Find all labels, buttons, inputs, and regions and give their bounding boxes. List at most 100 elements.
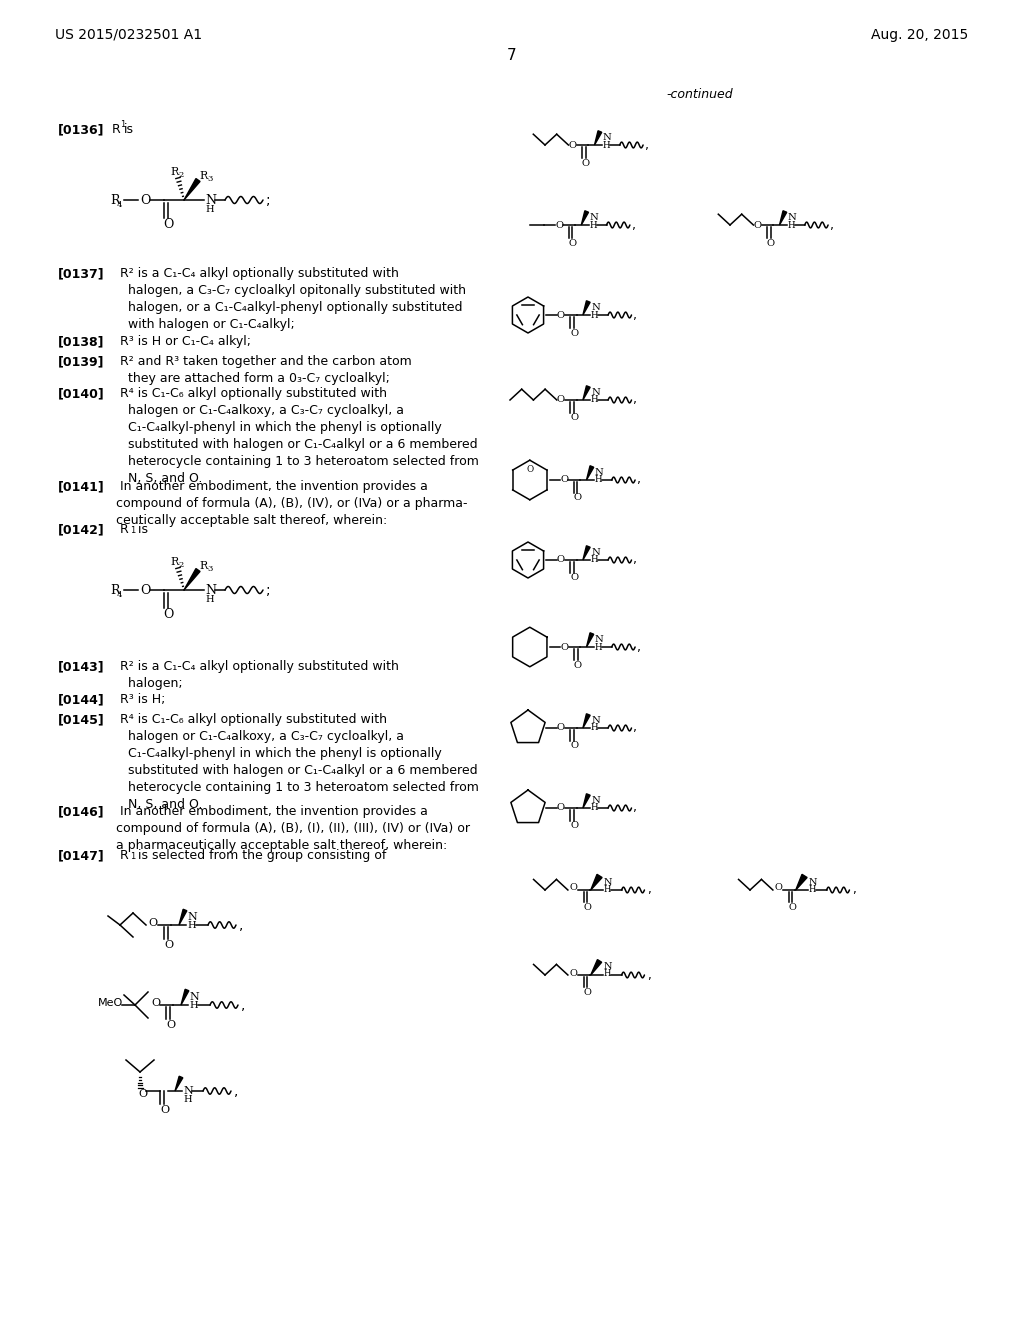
Text: O: O <box>570 329 579 338</box>
Text: R: R <box>170 168 178 177</box>
Text: ,: , <box>633 801 637 814</box>
Text: O: O <box>166 1020 175 1030</box>
Text: is: is <box>124 123 134 136</box>
Text: -continued: -continued <box>667 88 733 102</box>
Text: ,: , <box>647 883 651 896</box>
Text: ;: ; <box>266 583 270 597</box>
Text: H: H <box>205 595 214 605</box>
Text: O: O <box>573 494 582 503</box>
Text: [0143]: [0143] <box>58 660 104 673</box>
Text: R: R <box>199 172 207 181</box>
Text: ,: , <box>633 553 637 566</box>
Text: O: O <box>767 239 775 248</box>
Text: In another embodiment, the invention provides a
 compound of formula (A), (B), (: In another embodiment, the invention pro… <box>112 805 470 851</box>
Text: Aug. 20, 2015: Aug. 20, 2015 <box>870 28 968 42</box>
Text: O: O <box>570 742 579 751</box>
Text: H: H <box>187 920 196 929</box>
Polygon shape <box>583 301 590 315</box>
Text: O: O <box>569 969 578 978</box>
Text: US 2015/0232501 A1: US 2015/0232501 A1 <box>55 28 202 42</box>
Text: O: O <box>555 220 563 230</box>
Text: 1: 1 <box>130 525 135 535</box>
Text: N: N <box>591 388 600 397</box>
Text: N: N <box>602 133 611 143</box>
Text: ,: , <box>647 969 651 982</box>
Text: 3: 3 <box>207 565 212 573</box>
Text: [0136]: [0136] <box>58 123 104 136</box>
Text: R⁴ is C₁-C₆ alkyl optionally substituted with
    halogen or C₁-C₄alkoxy, a C₃-C: R⁴ is C₁-C₆ alkyl optionally substituted… <box>112 387 479 484</box>
Text: In another embodiment, the invention provides a
 compound of formula (A), (B), (: In another embodiment, the invention pro… <box>112 480 468 527</box>
Text: N: N <box>591 304 600 313</box>
Polygon shape <box>587 466 594 480</box>
Text: R: R <box>110 583 120 597</box>
Text: R³ is H or C₁-C₄ alkyl;: R³ is H or C₁-C₄ alkyl; <box>112 335 251 348</box>
Text: MeO: MeO <box>98 998 123 1008</box>
Text: R² and R³ taken together and the carbon atom
    they are attached form a 0₃-C₇ : R² and R³ taken together and the carbon … <box>112 355 412 385</box>
Text: O: O <box>570 821 579 830</box>
Text: ,: , <box>645 139 649 152</box>
Text: ,: , <box>633 393 637 407</box>
Text: ,: , <box>239 917 244 932</box>
Text: O: O <box>788 903 797 912</box>
Text: O: O <box>569 883 578 892</box>
Text: 4: 4 <box>117 591 123 599</box>
Text: O: O <box>148 917 157 928</box>
Text: H: H <box>205 206 214 214</box>
Text: R² is a C₁-C₄ alkyl optionally substituted with
    halogen, a C₃-C₇ cycloalkyl : R² is a C₁-C₄ alkyl optionally substitut… <box>112 267 466 331</box>
Text: [0145]: [0145] <box>58 713 104 726</box>
Text: O: O <box>570 413 579 422</box>
Text: O: O <box>557 396 565 404</box>
Text: ,: , <box>852 883 856 896</box>
Text: ,: , <box>633 722 637 734</box>
Text: O: O <box>774 883 782 892</box>
Text: N: N <box>183 1086 193 1096</box>
Text: R: R <box>112 123 121 136</box>
Text: R³ is H;: R³ is H; <box>112 693 165 706</box>
Text: 4: 4 <box>117 201 123 209</box>
Text: N: N <box>604 879 612 887</box>
Text: N: N <box>187 912 197 921</box>
Text: N: N <box>604 962 612 970</box>
Text: ,: , <box>241 998 246 1012</box>
Text: ,: , <box>637 640 641 653</box>
Text: O: O <box>560 643 568 652</box>
Text: H: H <box>591 804 599 813</box>
Text: N: N <box>189 993 199 1002</box>
Text: O: O <box>557 310 565 319</box>
Text: ;: ; <box>266 193 270 207</box>
Text: H: H <box>602 140 610 149</box>
Text: [0137]: [0137] <box>58 267 104 280</box>
Text: H: H <box>591 723 599 733</box>
Text: O: O <box>568 239 577 248</box>
Text: H: H <box>809 886 816 895</box>
Text: R² is a C₁-C₄ alkyl optionally substituted with
    halogen;: R² is a C₁-C₄ alkyl optionally substitut… <box>112 660 399 690</box>
Text: H: H <box>591 556 599 565</box>
Polygon shape <box>796 874 807 890</box>
Text: N: N <box>591 548 600 557</box>
Polygon shape <box>595 131 602 145</box>
Text: O: O <box>140 583 151 597</box>
Text: [0138]: [0138] <box>58 335 104 348</box>
Polygon shape <box>591 960 602 975</box>
Text: ,: , <box>234 1084 239 1098</box>
Text: O: O <box>164 940 173 950</box>
Text: [0139]: [0139] <box>58 355 104 368</box>
Text: R⁴ is C₁-C₆ alkyl optionally substituted with
    halogen or C₁-C₄alkoxy, a C₃-C: R⁴ is C₁-C₆ alkyl optionally substituted… <box>112 713 479 810</box>
Text: H: H <box>595 475 602 484</box>
Text: 7: 7 <box>507 48 517 62</box>
Polygon shape <box>583 385 590 400</box>
Text: N: N <box>809 879 817 887</box>
Text: O: O <box>557 804 565 813</box>
Polygon shape <box>582 211 589 224</box>
Polygon shape <box>175 1076 183 1092</box>
Text: O: O <box>570 573 579 582</box>
Text: ,: , <box>632 219 636 231</box>
Text: 2: 2 <box>178 561 183 569</box>
Text: N: N <box>591 796 600 805</box>
Text: H: H <box>591 310 599 319</box>
Text: N: N <box>787 214 797 222</box>
Text: H: H <box>189 1001 198 1010</box>
Text: O: O <box>140 194 151 206</box>
Text: H: H <box>183 1096 191 1105</box>
Text: O: O <box>151 998 160 1008</box>
